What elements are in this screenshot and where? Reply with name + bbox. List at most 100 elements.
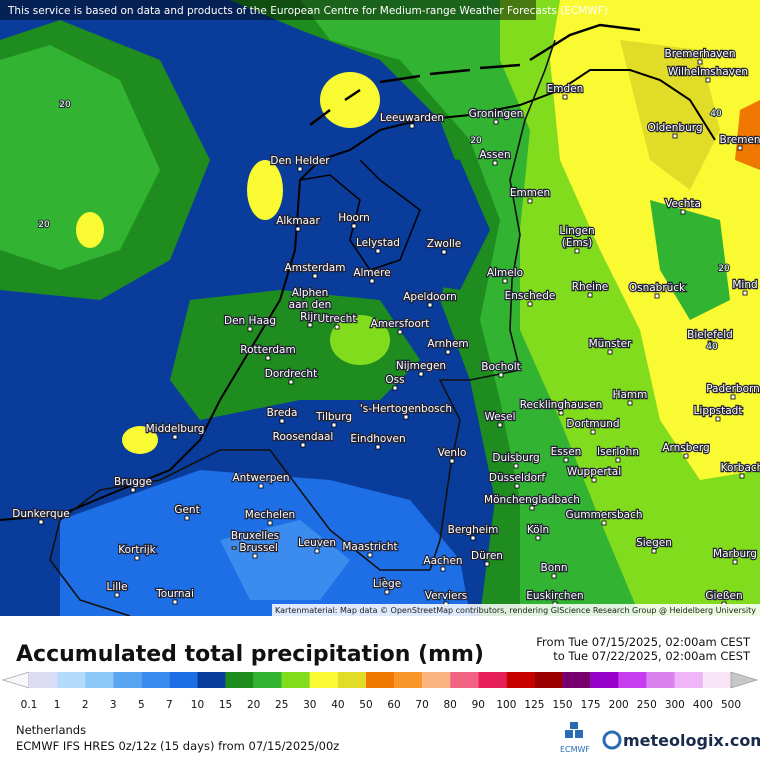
legend-label: 7 [166,699,173,711]
city-marker [252,553,258,559]
legend-swatch [197,672,226,688]
city-marker [312,273,318,279]
city-label: Roosendaal [273,431,334,443]
legend-swatch [506,672,535,688]
city-marker [739,473,745,479]
city-marker [314,548,320,554]
city-label: Köln [527,524,549,536]
legend-label: 500 [721,699,741,711]
city-marker [558,410,564,416]
city-label: Rheine [572,281,608,293]
legend-swatch [169,672,198,688]
city-marker [497,422,503,428]
coastline [299,159,421,271]
legend-label: 60 [387,699,400,711]
city-marker [288,379,294,385]
city-marker [403,414,409,420]
legend-swatch [422,672,451,688]
city-label: Münster [589,338,632,350]
ecmwf-logo: ECMWF [560,745,590,754]
city-label: Osnabrück [629,282,686,294]
legend-swatch [450,672,479,688]
precip-area [0,45,160,270]
city-label: Wilhelmshaven [668,66,748,78]
city-marker [418,371,424,377]
city-label: Paderborn [706,383,760,395]
legend-arrow [730,671,759,689]
city-label: Duisburg [492,452,539,464]
city-label: Korbach [721,462,760,474]
legend-label: 2 [82,699,89,711]
city-marker [172,599,178,605]
credit-background [272,604,760,616]
city-marker [300,442,306,448]
city-marker [484,561,490,567]
service-notice: This service is based on data and produc… [7,5,608,17]
city-label: Emmen [510,187,550,199]
city-label: - Brussel [232,542,278,554]
city-label: Eindhoven [350,433,405,445]
ecmwf-logo-mark [565,722,583,738]
city-label: Bonn [541,562,568,574]
city-marker [267,520,273,526]
period-to: to Tue 07/22/2025, 02:00am CEST [553,649,751,663]
city-marker [470,535,476,541]
city-marker [651,548,657,554]
brand: meteologix.com [623,731,760,750]
map: This service is based on data and produc… [0,0,760,616]
legend-label: 25 [275,699,288,711]
city-marker [427,302,433,308]
city-marker [562,94,568,100]
city-label: Düren [471,550,503,562]
city-label: Zwolle [427,238,462,250]
contour-label: 20 [470,136,482,146]
city-marker [331,422,337,428]
city-marker [591,477,597,483]
city-marker [307,322,313,328]
legend-label: 15 [219,699,232,711]
city-marker [574,248,580,254]
city-label: Middelburg [146,423,205,435]
city-marker [590,429,596,435]
precip-area [650,200,730,320]
coastline [0,69,716,521]
city-labels: Bremerhaven Wilhelmshaven Emden Oldenburg Br… [11,47,760,607]
city-label: Bocholt [481,361,521,373]
legend-swatch [394,672,423,688]
contour-label: 20 [59,100,71,110]
city-label: Amersfoort [371,318,430,330]
city-label: Bielefeld [687,329,733,341]
city-marker [184,515,190,521]
city-marker [730,394,736,400]
legend-swatch [141,672,170,688]
city-label: Amsterdam [285,262,346,274]
legend-label: 250 [637,699,657,711]
contour-label: 20 [718,264,730,274]
city-marker [587,292,593,298]
precip-area [320,72,380,128]
city-marker [130,487,136,493]
city-label: Essen [551,446,582,458]
region: Netherlands [16,723,86,737]
city-label: Leeuwarden [380,112,444,124]
city-marker [279,418,285,424]
city-label: aan den [289,299,332,311]
city-marker [607,349,613,355]
chart-title: Accumulated total precipitation (mm) [16,642,484,667]
legend-swatch [674,672,703,688]
city-label: Arnhem [427,338,468,350]
city-marker [529,505,535,511]
legend-label: 1 [54,699,61,711]
city-label: Bremen [719,134,760,146]
city-marker [601,520,607,526]
city-label: Lippstadt [694,405,743,417]
city-label: Leuven [298,537,336,549]
precip-area [76,212,104,248]
city-label: Lille [106,581,127,593]
legend-label: 150 [552,699,572,711]
city-label: Vechta [665,198,701,210]
city-label: Tilburg [315,411,352,423]
city-marker [527,198,533,204]
city-marker [535,535,541,541]
